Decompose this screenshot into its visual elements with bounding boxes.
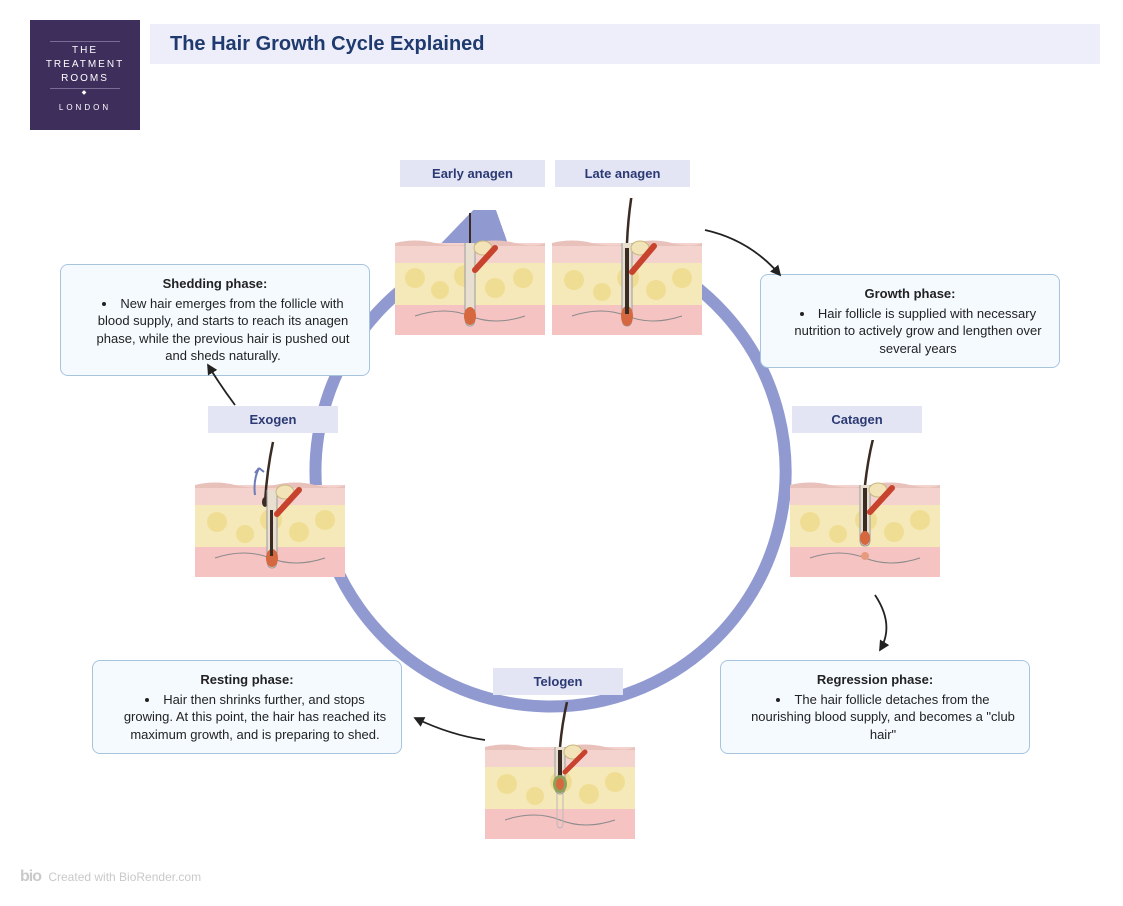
logo-line2: TREATMENT — [46, 58, 124, 72]
follicle-catagen — [790, 440, 940, 585]
desc-regression: Regression phase: The hair follicle deta… — [720, 660, 1030, 754]
arrow-telogen-to-resting — [410, 710, 490, 750]
desc-shedding: Shedding phase: New hair emerges from th… — [60, 264, 370, 376]
follicle-early-anagen — [395, 198, 545, 343]
watermark-text: Created with BioRender.com — [48, 870, 201, 884]
watermark: bio Created with BioRender.com — [20, 868, 201, 886]
page-title: The Hair Growth Cycle Explained — [170, 33, 485, 56]
watermark-brand: bio — [20, 868, 41, 885]
label-early-anagen: Early anagen — [400, 160, 545, 187]
follicle-late-anagen — [552, 198, 702, 343]
desc-resting: Resting phase: Hair then shrinks further… — [92, 660, 402, 754]
logo-line3: ROOMS — [61, 72, 109, 86]
logo-line1: THE — [72, 44, 98, 58]
label-telogen: Telogen — [493, 668, 623, 695]
brand-logo: THE TREATMENT ROOMS ◆ LONDON — [30, 20, 140, 130]
label-exogen: Exogen — [208, 406, 338, 433]
arrow-catagen-to-regression — [865, 590, 925, 660]
logo-sub: LONDON — [59, 102, 111, 113]
label-late-anagen: Late anagen — [555, 160, 690, 187]
desc-growth: Growth phase: Hair follicle is supplied … — [760, 274, 1060, 368]
label-catagen: Catagen — [792, 406, 922, 433]
follicle-exogen — [195, 440, 345, 585]
page-title-bar: The Hair Growth Cycle Explained — [150, 24, 1100, 64]
follicle-telogen — [485, 702, 635, 847]
